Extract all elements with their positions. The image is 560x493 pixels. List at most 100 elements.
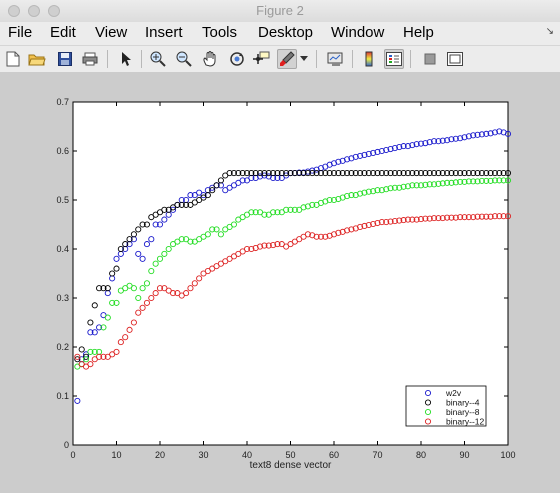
data-point-binary-8	[130, 285, 137, 292]
data-point-binary-4	[178, 201, 185, 208]
menu-file[interactable]: File	[8, 24, 33, 41]
menu-view[interactable]: View	[95, 24, 128, 41]
edit-plot-arrow-icon[interactable]	[116, 49, 136, 69]
insert-colorbar-icon[interactable]	[359, 49, 379, 69]
data-point-w2v	[452, 135, 459, 142]
data-point-binary-8	[217, 231, 224, 238]
data-cursor-icon[interactable]	[251, 49, 271, 69]
menu-desktop[interactable]: Desktop	[258, 24, 314, 41]
data-point-binary-8	[365, 188, 372, 195]
chart[interactable]: 0 10 20 30 40 50 60 70 80 90 100 0 0.1 0.2 0.3 0.4 0.5 0.…	[0, 72, 560, 493]
save-icon[interactable]	[55, 49, 75, 69]
menu-tools[interactable]: Tools	[202, 24, 238, 41]
data-point-binary-12	[500, 213, 507, 220]
data-point-binary-4	[287, 170, 294, 177]
data-point-w2v	[430, 138, 438, 145]
data-point-binary-8	[465, 178, 472, 185]
data-point-binary-12	[483, 213, 490, 220]
data-point-binary-4	[374, 170, 381, 177]
data-point-binary-8	[187, 238, 194, 245]
data-point-binary-4	[78, 346, 85, 353]
data-point-binary-8	[396, 184, 403, 191]
data-point-binary-8	[178, 236, 185, 243]
data-point-binary-4	[283, 170, 290, 177]
data-point-w2v	[378, 147, 385, 155]
data-point-binary-8	[361, 189, 368, 196]
data-point-binary-4	[439, 170, 446, 177]
insert-legend-icon[interactable]	[384, 49, 404, 69]
data-point-binary-4	[322, 170, 329, 177]
data-point-binary-12	[100, 353, 107, 360]
data-point-binary-8	[400, 183, 407, 190]
data-point-binary-8	[291, 206, 298, 213]
x-tick-label: 40	[242, 450, 252, 460]
data-point-binary-8	[435, 180, 442, 187]
minimize-window-button[interactable]	[28, 5, 40, 17]
data-point-binary-8	[383, 186, 390, 193]
data-point-binary-8	[343, 193, 351, 200]
zoom-in-icon[interactable]	[148, 49, 168, 69]
zoom-out-icon[interactable]	[174, 49, 194, 69]
data-point-binary-12	[470, 214, 477, 221]
data-point-binary-12	[422, 215, 429, 222]
data-point-binary-8	[457, 178, 464, 185]
y-tick-label: 0.5	[56, 195, 69, 205]
menu-window[interactable]: Window	[331, 24, 385, 41]
rotate-3d-icon[interactable]	[227, 49, 247, 69]
data-point-binary-12	[139, 304, 146, 311]
link-plot-icon[interactable]	[326, 49, 346, 69]
new-figure-icon[interactable]	[3, 49, 23, 69]
close-window-button[interactable]	[8, 5, 20, 17]
data-point-binary-12	[396, 217, 403, 224]
data-point-binary-8	[448, 179, 455, 186]
data-point-w2v	[370, 149, 377, 157]
x-tick-label: 10	[111, 450, 121, 460]
data-point-w2v	[444, 137, 451, 144]
data-point-binary-4	[448, 170, 455, 177]
data-point-w2v	[504, 130, 512, 137]
data-point-binary-4	[309, 170, 316, 177]
data-point-w2v	[139, 255, 146, 262]
x-tick-label: 0	[70, 450, 75, 460]
zoom-window-button[interactable]	[48, 5, 60, 17]
menu-edit[interactable]: Edit	[50, 24, 76, 41]
print-icon[interactable]	[80, 49, 100, 69]
data-point-binary-12	[487, 213, 494, 220]
brush-dropdown-icon[interactable]	[298, 49, 310, 69]
data-point-binary-8	[135, 294, 142, 302]
data-point-binary-4	[252, 170, 259, 177]
menu-help[interactable]: Help	[403, 24, 434, 41]
data-point-w2v	[478, 131, 485, 138]
menubar-overflow-icon[interactable]: ↘	[545, 26, 554, 37]
data-points	[74, 128, 512, 404]
data-point-binary-4	[209, 187, 216, 194]
data-point-binary-12	[248, 245, 255, 253]
data-point-w2v	[152, 221, 159, 228]
data-point-binary-12	[400, 217, 407, 224]
y-tick-label: 0.2	[56, 342, 69, 352]
data-point-binary-4	[396, 170, 403, 177]
data-point-binary-4	[139, 221, 146, 228]
data-point-binary-4	[130, 231, 137, 238]
data-point-w2v	[409, 142, 416, 149]
data-point-binary-4	[404, 170, 412, 177]
menu-insert[interactable]: Insert	[145, 24, 183, 41]
toolbar-separator	[410, 50, 411, 68]
data-point-binary-4	[113, 265, 120, 272]
data-point-binary-12	[322, 233, 329, 240]
data-point-w2v	[448, 136, 455, 143]
data-point-binary-4	[104, 285, 111, 292]
data-point-binary-12	[361, 222, 368, 230]
pan-hand-icon[interactable]	[200, 49, 220, 69]
brush-icon[interactable]	[277, 49, 297, 69]
data-point-binary-4	[291, 170, 298, 177]
open-file-icon[interactable]	[27, 49, 47, 69]
data-point-binary-4	[248, 170, 255, 177]
data-point-binary-12	[313, 233, 320, 240]
y-tick-label: 0.7	[56, 97, 69, 107]
show-plot-tools-icon[interactable]	[445, 49, 465, 69]
data-point-binary-12	[74, 353, 81, 360]
data-point-w2v	[396, 144, 403, 151]
hide-plot-tools-icon[interactable]	[420, 49, 440, 69]
